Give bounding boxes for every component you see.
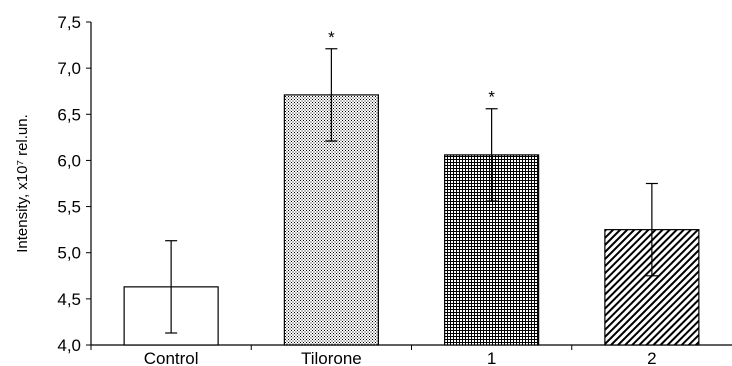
y-tick-label: 4,5	[57, 290, 81, 309]
y-tick-label: 6,5	[57, 105, 81, 124]
bar-2	[283, 94, 379, 346]
significance-star-2: *	[328, 28, 335, 47]
y-tick-label: 4,0	[57, 336, 81, 355]
y-tick-label: 7,5	[57, 13, 81, 32]
x-tick-label: Control	[144, 349, 199, 366]
x-tick-label: 1	[487, 349, 496, 366]
x-tick-label: Tilorone	[301, 349, 362, 366]
y-tick-label: 5,0	[57, 244, 81, 263]
ticks-group: 4,0 4,5 5,0 5,5 6,0 6,5 7,0 7,5 Control Tilorone 1…	[57, 13, 656, 366]
y-axis-label-group: Intensity, x10⁷ rel.un.	[14, 114, 31, 253]
x-tick-label: 2	[647, 349, 656, 366]
y-axis-label: Intensity, x10⁷ rel.un.	[14, 114, 31, 253]
y-tick-label: 5,5	[57, 198, 81, 217]
y-tick-label: 7,0	[57, 59, 81, 78]
bars-group: **	[123, 28, 700, 346]
significance-star-3: *	[488, 88, 495, 107]
y-tick-label: 6,0	[57, 151, 81, 170]
